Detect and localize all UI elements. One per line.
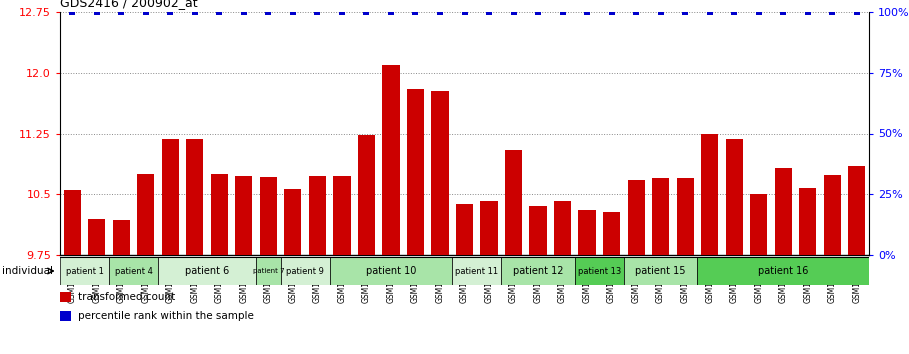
Bar: [260, 177, 277, 255]
Bar: [554, 201, 571, 255]
Point: [310, 9, 325, 15]
Text: patient 15: patient 15: [635, 266, 686, 276]
Text: patient 6: patient 6: [185, 266, 229, 276]
Bar: [624, 257, 697, 285]
Text: patient 16: patient 16: [758, 266, 808, 276]
Bar: [281, 257, 330, 285]
Bar: [824, 175, 841, 255]
Point: [285, 9, 300, 15]
Bar: [383, 65, 400, 255]
Point: [359, 9, 374, 15]
Point: [138, 9, 153, 15]
Text: transformed count: transformed count: [78, 292, 175, 302]
Point: [776, 9, 791, 15]
Text: patient 12: patient 12: [513, 266, 564, 276]
Bar: [505, 150, 522, 255]
Bar: [453, 257, 501, 285]
Text: patient 7: patient 7: [253, 268, 285, 274]
Bar: [88, 218, 105, 255]
Point: [114, 9, 128, 15]
Text: patient 11: patient 11: [455, 267, 498, 275]
Point: [89, 9, 104, 15]
Point: [825, 9, 840, 15]
Point: [457, 9, 472, 15]
Point: [703, 9, 717, 15]
Bar: [60, 257, 109, 285]
Text: GDS2416 / 200902_at: GDS2416 / 200902_at: [60, 0, 197, 10]
Point: [555, 9, 570, 15]
Bar: [137, 174, 155, 255]
Bar: [848, 166, 865, 255]
Bar: [330, 257, 453, 285]
Point: [335, 9, 349, 15]
Bar: [799, 188, 816, 255]
Bar: [603, 212, 620, 255]
Point: [654, 9, 668, 15]
Bar: [529, 206, 546, 255]
Point: [580, 9, 594, 15]
Bar: [211, 174, 228, 255]
Bar: [285, 189, 302, 255]
Bar: [750, 194, 767, 255]
Bar: [456, 204, 473, 255]
Bar: [701, 133, 718, 255]
Point: [629, 9, 644, 15]
Point: [65, 9, 79, 15]
Point: [604, 9, 619, 15]
Point: [261, 9, 275, 15]
Bar: [697, 257, 869, 285]
Bar: [432, 91, 448, 255]
Bar: [725, 139, 743, 255]
Bar: [774, 169, 792, 255]
Bar: [256, 257, 281, 285]
Text: patient 4: patient 4: [115, 267, 153, 275]
Bar: [574, 257, 624, 285]
Point: [678, 9, 693, 15]
Point: [506, 9, 521, 15]
Text: patient 13: patient 13: [578, 267, 621, 275]
Text: individual: individual: [2, 266, 53, 276]
Bar: [578, 210, 595, 255]
Text: patient 1: patient 1: [65, 267, 104, 275]
Bar: [481, 201, 497, 255]
Point: [850, 9, 864, 15]
Text: patient 10: patient 10: [365, 266, 416, 276]
Point: [531, 9, 545, 15]
Point: [384, 9, 398, 15]
Point: [433, 9, 447, 15]
Bar: [358, 135, 375, 255]
Point: [482, 9, 496, 15]
Bar: [309, 176, 326, 255]
Point: [408, 9, 423, 15]
Bar: [334, 176, 351, 255]
Bar: [407, 89, 425, 255]
Bar: [109, 257, 158, 285]
Bar: [162, 139, 179, 255]
Text: patient 9: patient 9: [286, 267, 325, 275]
Point: [752, 9, 766, 15]
Point: [727, 9, 742, 15]
Bar: [501, 257, 574, 285]
Point: [236, 9, 251, 15]
Bar: [235, 176, 253, 255]
Bar: [652, 178, 669, 255]
Bar: [113, 220, 130, 255]
Bar: [158, 257, 256, 285]
Point: [801, 9, 815, 15]
Bar: [64, 190, 81, 255]
Bar: [186, 139, 204, 255]
Bar: [676, 178, 694, 255]
Text: percentile rank within the sample: percentile rank within the sample: [78, 311, 254, 321]
Point: [212, 9, 226, 15]
Bar: [627, 180, 644, 255]
Point: [163, 9, 177, 15]
Point: [187, 9, 202, 15]
